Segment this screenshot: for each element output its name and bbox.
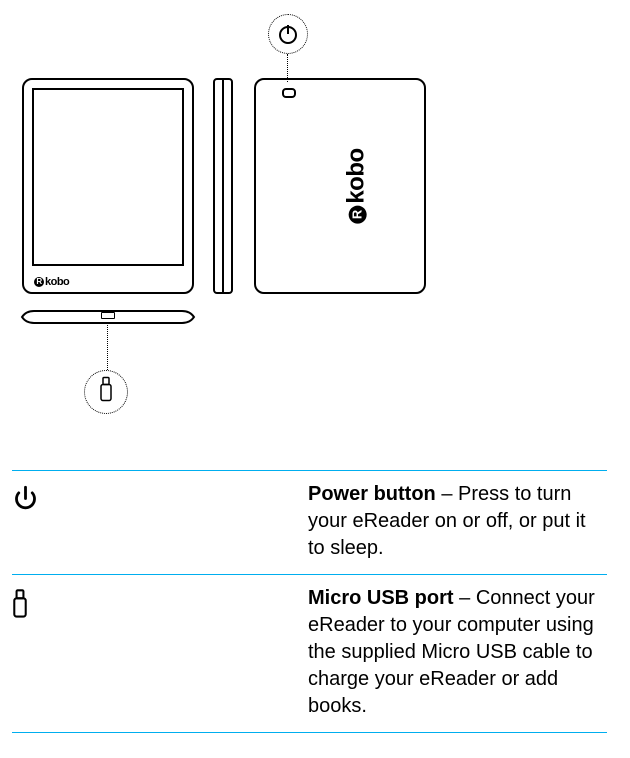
usb-icon: [12, 606, 28, 623]
table-icon-cell: [12, 481, 308, 562]
device-back: Rkobo: [254, 78, 426, 294]
usb-icon: [99, 377, 113, 408]
callout-line-usb: [107, 322, 108, 370]
feature-title: Power button: [308, 483, 436, 505]
table-text-cell: Micro USB port – Connect your eReader to…: [308, 585, 607, 720]
callout-circle-usb: [84, 370, 128, 414]
device-front: Rkobo: [22, 78, 194, 294]
table-text-cell: Power button – Press to turn your eReade…: [308, 481, 607, 562]
brand-mark-icon: R: [348, 206, 366, 224]
table-icon-cell: [12, 585, 308, 720]
features-table: Power button – Press to turn your eReade…: [12, 470, 607, 733]
device-diagram: Rkobo Rkobo: [0, 0, 630, 430]
feature-title: Micro USB port: [308, 587, 454, 609]
usb-port-hole: [101, 312, 115, 319]
device-side: [213, 78, 233, 294]
power-icon: [12, 485, 36, 509]
table-row: Micro USB port – Connect your eReader to…: [12, 574, 607, 733]
brand-label-front: Rkobo: [34, 276, 69, 288]
power-button-hole: [282, 88, 296, 98]
callout-circle-power: [268, 14, 308, 54]
brand-mark-icon: R: [34, 277, 44, 287]
power-icon: [276, 22, 300, 46]
table-row: Power button – Press to turn your eReade…: [12, 470, 607, 574]
brand-label-back: Rkobo: [342, 148, 370, 223]
device-screen: [32, 88, 184, 266]
feature-sep: –: [454, 587, 476, 609]
callout-line-power: [287, 54, 288, 82]
feature-sep: –: [436, 483, 458, 505]
